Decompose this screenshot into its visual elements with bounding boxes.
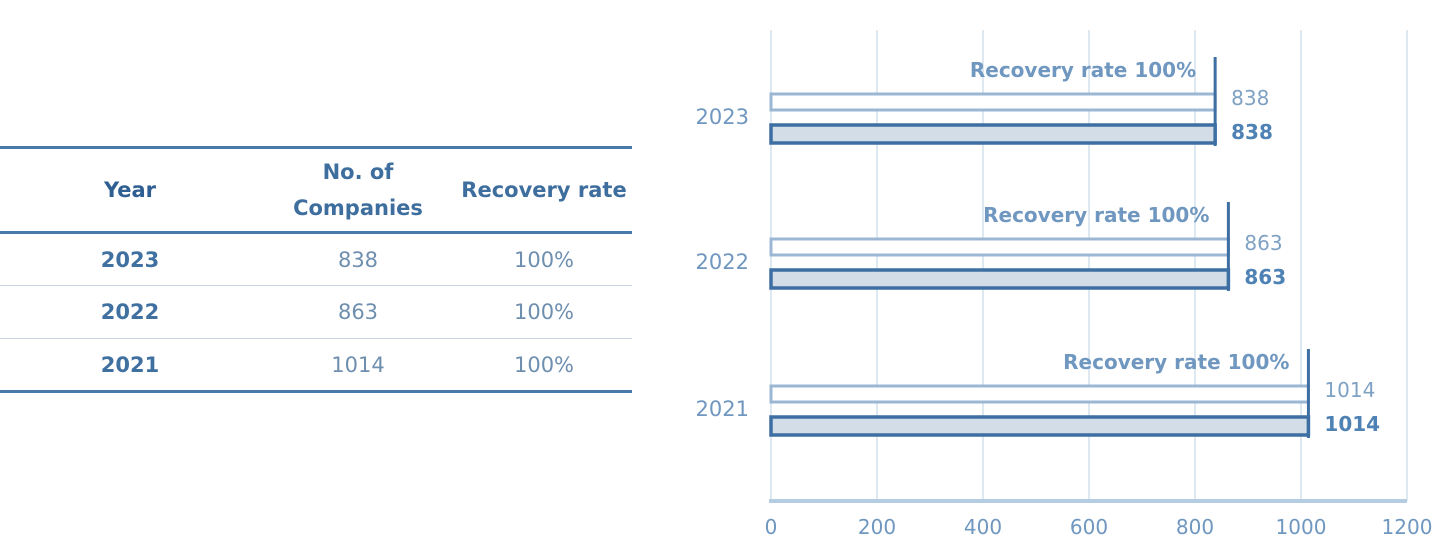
bar-series-2: [769, 268, 1231, 290]
bar-series-2: [769, 415, 1311, 437]
cell-companies: 863: [337, 300, 379, 324]
header-companies-line1: No. of: [322, 160, 394, 184]
y-category-label: 2023: [696, 105, 749, 129]
table-header-row: Year No. of Companies Recovery rate: [0, 147, 632, 233]
cell-companies: 838: [337, 247, 379, 272]
cell-recovery-rate: 100%: [513, 247, 575, 272]
table-row: 2023 838 100%: [0, 233, 632, 286]
cell-recovery-rate: 100%: [513, 352, 575, 377]
bar-series-1: [769, 237, 1230, 257]
header-companies: No. of Companies: [260, 148, 456, 233]
data-label: 863: [1244, 265, 1286, 289]
cell-year: 2021: [100, 352, 160, 377]
bar-series-2: [769, 123, 1217, 145]
data-label: 1014: [1324, 378, 1375, 402]
data-label: 1014: [1324, 412, 1380, 436]
recovery-annotation: Recovery rate 100%: [970, 58, 1196, 82]
table-row: 2021 1014 100%: [0, 339, 632, 392]
header-recovery-rate: Recovery rate: [461, 178, 627, 202]
x-tick-label: 1200: [1382, 515, 1433, 539]
cell-companies: 1014: [331, 352, 385, 377]
x-tick-label: 1000: [1276, 515, 1327, 539]
recovery-table: Year No. of Companies Recovery rate 2023…: [0, 146, 632, 393]
header-companies-line2: Companies: [293, 196, 423, 220]
x-tick-label: 800: [1176, 515, 1214, 539]
x-tick-label: 0: [765, 515, 778, 539]
recovery-annotation: Recovery rate 100%: [983, 203, 1209, 227]
data-label: 838: [1231, 120, 1273, 144]
header-year: Year: [103, 178, 157, 202]
table-row: 2022 863 100%: [0, 286, 632, 339]
bar-series-1: [769, 384, 1310, 404]
y-category-label: 2021: [696, 397, 749, 421]
y-category-label: 2022: [696, 250, 749, 274]
data-label: 838: [1231, 86, 1269, 110]
x-tick-label: 600: [1070, 515, 1108, 539]
recovery-annotation: Recovery rate 100%: [1063, 350, 1289, 374]
cell-recovery-rate: 100%: [513, 300, 575, 324]
cell-year: 2023: [100, 247, 160, 272]
bar-series-1: [769, 92, 1217, 112]
x-tick-label: 200: [858, 515, 896, 539]
cell-year: 2022: [100, 300, 160, 324]
data-label: 863: [1244, 231, 1282, 255]
x-tick-label: 400: [964, 515, 1002, 539]
